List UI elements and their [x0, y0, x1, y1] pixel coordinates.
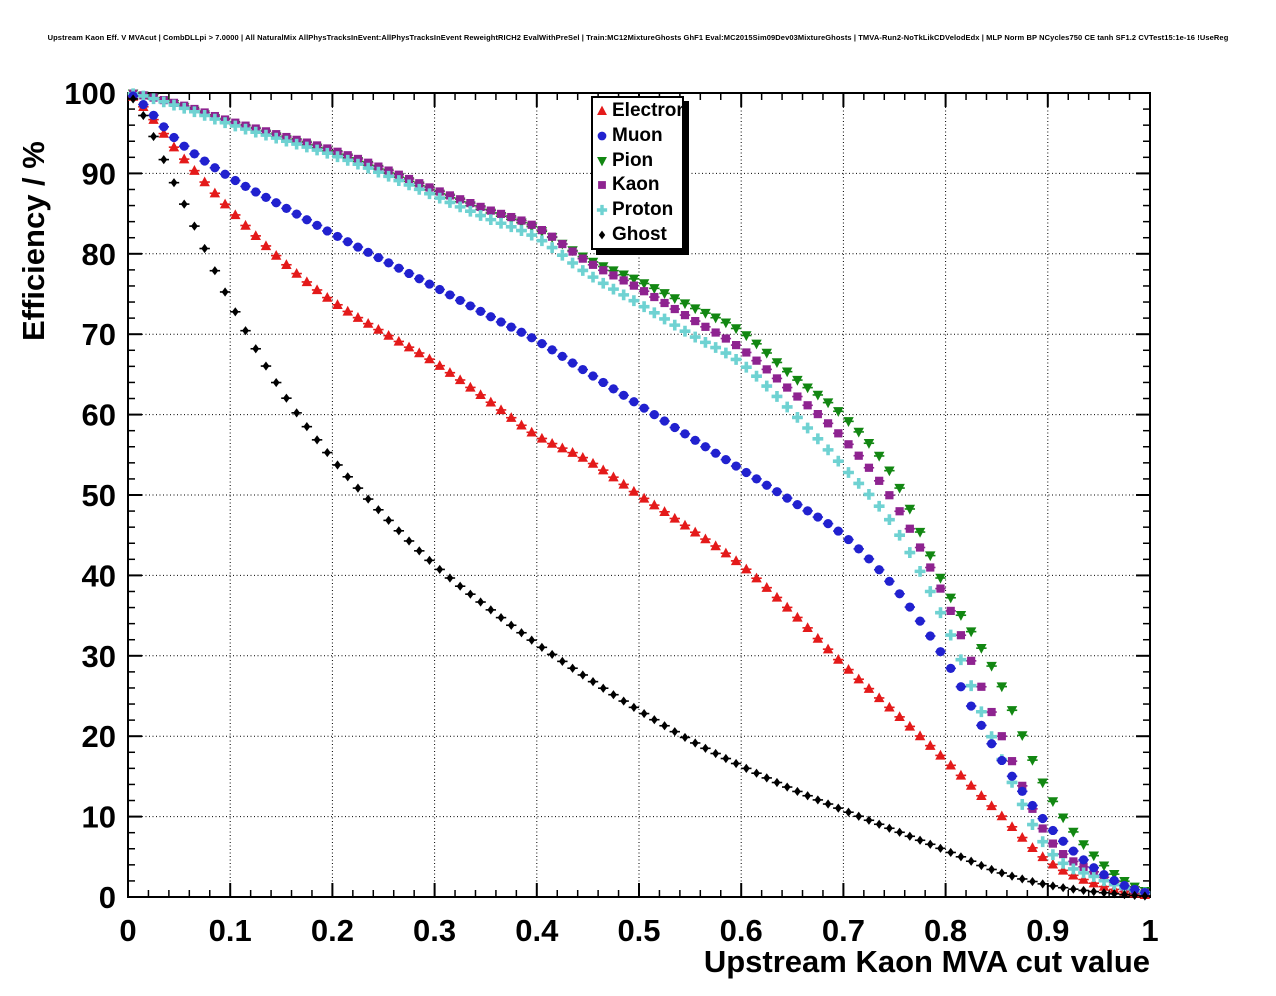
- x-tick-label: 0.8: [924, 913, 967, 948]
- y-tick-label: 80: [82, 237, 116, 272]
- x-tick-label: 0.2: [311, 913, 354, 948]
- legend-entry-ghost: Ghost: [595, 222, 682, 247]
- y-tick-label: 60: [82, 398, 116, 433]
- legend-entry-proton: Proton: [595, 198, 682, 223]
- legend-entry-pion: Pion: [595, 148, 682, 173]
- triangle-down-marker-icon: [597, 156, 607, 166]
- x-tick-label: 0.4: [515, 913, 559, 948]
- y-tick-label: 0: [99, 880, 116, 915]
- y-tick-label: 50: [82, 478, 116, 513]
- circle-marker-icon: [597, 131, 607, 141]
- legend-label: Pion: [612, 149, 654, 171]
- x-tick-label: 0.3: [413, 913, 456, 948]
- legend-label: Muon: [612, 125, 663, 146]
- y-tick-label: 70: [82, 317, 116, 352]
- legend-label: Electron: [612, 100, 689, 122]
- triangle-up-marker-icon: [597, 106, 607, 116]
- y-tick-label: 90: [82, 156, 116, 191]
- legend-label: Ghost: [612, 223, 667, 245]
- legend-entry-kaon: Kaon: [595, 173, 682, 198]
- y-tick-label: 40: [82, 558, 116, 593]
- legend-entry-muon: Muon: [595, 124, 682, 149]
- x-tick-label: 0: [119, 913, 136, 948]
- y-tick-label: 100: [64, 76, 116, 111]
- x-tick-label: 0.1: [209, 913, 252, 948]
- plot-title: Upstream Kaon Eff. V MVAcut | CombDLLpi …: [47, 33, 1229, 42]
- x-tick-label: 0.5: [617, 913, 660, 948]
- tick-labels: 0 0.1 0.2 0.3 0.4 0.5 0.6 0.7 0.8 0.9 101020304050…: [64, 76, 1158, 948]
- x-tick-label: 0.7: [822, 913, 865, 948]
- x-tick-label: 1: [1141, 913, 1158, 948]
- x-axis-title: Upstream Kaon MVA cut value: [703, 944, 1150, 979]
- y-tick-label: 10: [82, 800, 116, 835]
- square-marker-icon: [598, 181, 606, 190]
- legend-entry-electron: Electron: [595, 99, 688, 124]
- x-tick-label: 0.6: [720, 913, 763, 948]
- cross-marker-icon: [596, 204, 608, 216]
- x-tick-label: 0.9: [1026, 913, 1069, 948]
- y-tick-label: 20: [82, 719, 116, 754]
- axis-ticks: [127, 92, 1151, 898]
- series-ghost: [127, 94, 1151, 901]
- legend-label: Proton: [612, 199, 674, 221]
- y-tick-label: 30: [82, 639, 116, 674]
- diamond-marker-icon: [598, 230, 606, 240]
- series-muon: [127, 91, 1151, 898]
- legend-label: Kaon: [612, 174, 660, 196]
- legend: Electron Muon Pion Kaon Proton Ghost: [591, 96, 688, 250]
